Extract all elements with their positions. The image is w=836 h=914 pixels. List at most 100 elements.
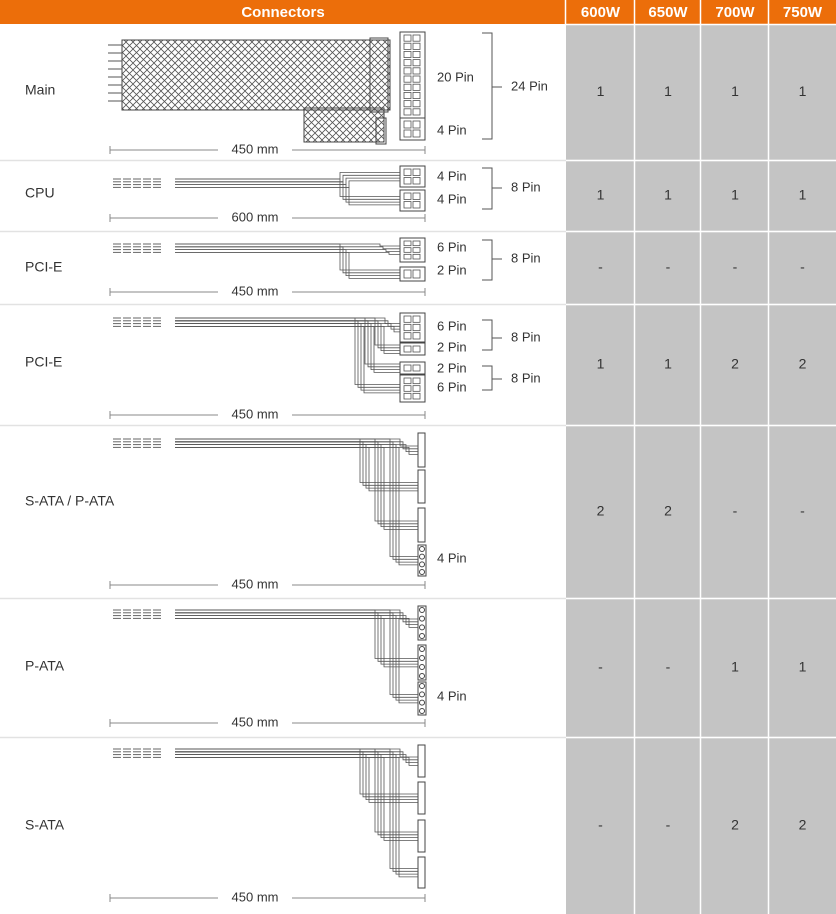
count: 1 <box>799 83 807 99</box>
wire <box>175 326 400 354</box>
pin <box>403 253 412 260</box>
connector <box>417 469 426 504</box>
pin <box>412 100 421 108</box>
count: 2 <box>597 503 605 519</box>
wire <box>175 757 418 841</box>
pin <box>403 129 412 138</box>
wire <box>175 323 400 351</box>
pin-label: 4 Pin <box>437 168 467 183</box>
connector <box>399 189 426 212</box>
pin <box>403 67 412 75</box>
wire <box>175 444 418 452</box>
count: - <box>666 659 671 675</box>
count: 2 <box>731 356 739 372</box>
pin-label: 6 Pin <box>437 318 467 333</box>
count: 1 <box>664 83 672 99</box>
count: - <box>666 817 671 833</box>
pin <box>403 59 412 67</box>
pin <box>419 607 425 613</box>
length: 600 mm <box>232 209 279 224</box>
count: - <box>733 259 738 275</box>
column-header: 600W <box>581 4 621 21</box>
pin <box>412 42 421 50</box>
count: 2 <box>799 356 807 372</box>
wire <box>175 447 418 492</box>
pin <box>412 247 421 253</box>
bracket <box>482 319 502 351</box>
pin-label: 4 Pin <box>437 191 467 206</box>
pin <box>403 315 412 323</box>
bracket <box>482 32 502 140</box>
count: 2 <box>664 503 672 519</box>
connector-name: PCI-E <box>25 259 62 275</box>
wire <box>175 441 418 560</box>
dim-bg <box>218 715 292 731</box>
count: 1 <box>597 83 605 99</box>
wire <box>175 748 418 833</box>
wire <box>175 323 400 391</box>
count: - <box>598 259 603 275</box>
count: 1 <box>731 659 739 675</box>
bracket <box>482 365 502 391</box>
pin <box>412 177 421 185</box>
pin <box>412 129 421 138</box>
connector-name: PCI-E <box>25 354 62 370</box>
pin <box>403 120 412 129</box>
pin <box>419 664 425 670</box>
count: 1 <box>731 187 739 203</box>
mesh <box>303 107 385 143</box>
connector <box>417 644 427 681</box>
pin <box>419 683 425 689</box>
wire <box>175 757 418 878</box>
pin <box>419 569 425 575</box>
pin <box>403 345 412 353</box>
connector <box>417 605 427 641</box>
count: - <box>733 503 738 519</box>
bracket <box>482 239 502 281</box>
count: 1 <box>664 187 672 203</box>
wire <box>175 438 418 483</box>
mesh <box>121 39 391 111</box>
connector <box>417 856 426 889</box>
band <box>375 117 387 145</box>
pin <box>412 240 421 247</box>
pin <box>419 633 425 639</box>
count: 1 <box>664 356 672 372</box>
count: - <box>800 259 805 275</box>
count: - <box>598 659 603 675</box>
wire <box>175 618 418 668</box>
bracket <box>482 167 502 210</box>
wire <box>175 609 418 695</box>
wire <box>175 615 418 701</box>
wire <box>175 748 418 795</box>
pin <box>403 392 412 400</box>
wire <box>175 609 418 620</box>
pin <box>403 247 412 253</box>
group-label: 8 Pin <box>511 179 541 194</box>
pin <box>412 34 421 42</box>
pin <box>412 253 421 260</box>
column-header: 750W <box>783 4 823 21</box>
band <box>369 37 389 113</box>
count: - <box>598 817 603 833</box>
wire <box>175 323 400 370</box>
count: 2 <box>799 817 807 833</box>
wire <box>175 748 418 758</box>
pin <box>403 108 412 116</box>
wire <box>175 184 400 203</box>
pin-label: 2 Pin <box>437 360 467 375</box>
pin <box>412 332 421 340</box>
count: 1 <box>799 659 807 675</box>
pin <box>412 269 421 279</box>
pin-label: 2 Pin <box>437 339 467 354</box>
pin <box>403 177 412 185</box>
count: - <box>800 503 805 519</box>
pin <box>419 615 425 622</box>
wire <box>175 246 400 274</box>
pin <box>412 108 421 116</box>
dim-bg <box>218 142 292 158</box>
connector <box>399 266 426 282</box>
column-header: 700W <box>715 4 755 21</box>
length: 450 mm <box>232 889 279 904</box>
count: 1 <box>731 83 739 99</box>
